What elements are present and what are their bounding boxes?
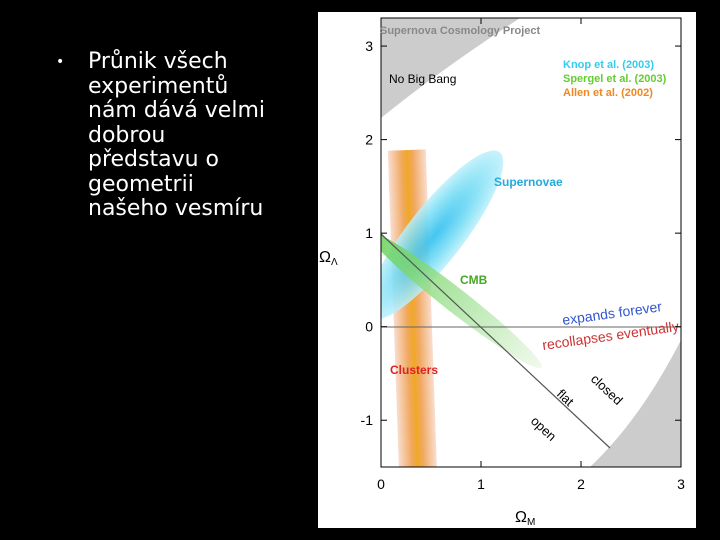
closed-region: [590, 340, 681, 467]
bullet-line: geometrii: [88, 171, 194, 197]
flat-line: [381, 233, 611, 449]
cmb-band: [381, 231, 542, 369]
y-label-symbol: Ω: [319, 249, 331, 266]
y-tick-label: 3: [365, 38, 373, 54]
annotation: CMB: [460, 273, 488, 287]
y-tick-label: -1: [361, 412, 374, 428]
plot-frame: [380, 17, 682, 468]
x-tick-label: 2: [577, 476, 585, 492]
x-label-symbol: Ω: [515, 509, 527, 526]
x-tick-label: 3: [677, 476, 685, 492]
y-tick-label: 2: [365, 132, 373, 148]
figure-title: Supernova Cosmology Project: [380, 25, 540, 37]
x-axis-label: ΩM: [515, 509, 535, 528]
bullet-text: Průnik všech experimentů nám dává velmi dob…: [88, 49, 265, 222]
x-label-sub: M: [527, 517, 535, 528]
bullet-line: experimentů: [88, 73, 229, 99]
annotation: No Big Bang: [389, 72, 456, 86]
y-label-sub: Λ: [331, 257, 338, 268]
y-axis-label: ΩΛ: [319, 249, 338, 268]
bullet: • Průnik všech experimentů nám dává velmi d…: [56, 49, 265, 222]
bullet-line: našeho vesmíru: [88, 196, 264, 221]
annotation: Clusters: [390, 363, 438, 377]
bullet-line: představu o: [88, 147, 220, 172]
legend-entry: Spergel et al. (2003): [563, 73, 667, 85]
bullet-dot: •: [56, 54, 65, 70]
x-tick-label: 0: [377, 476, 385, 492]
bullet-line: dobrou: [88, 122, 166, 148]
y-tick-label: 1: [365, 225, 373, 241]
legend-entry: Allen et al. (2002): [563, 87, 653, 99]
bullet-line: Průnik všech: [88, 49, 228, 74]
no-big-bang-region: [381, 18, 520, 118]
plot-area: [381, 18, 681, 467]
annotation: Supernovae: [494, 175, 563, 189]
bullet-line: nám dává velmi: [88, 98, 265, 123]
x-tick-label: 1: [477, 476, 485, 492]
legend-entry: Knop et al. (2003): [563, 59, 654, 71]
supernovae-ellipse: [381, 150, 504, 320]
y-tick-label: 0: [365, 319, 373, 335]
